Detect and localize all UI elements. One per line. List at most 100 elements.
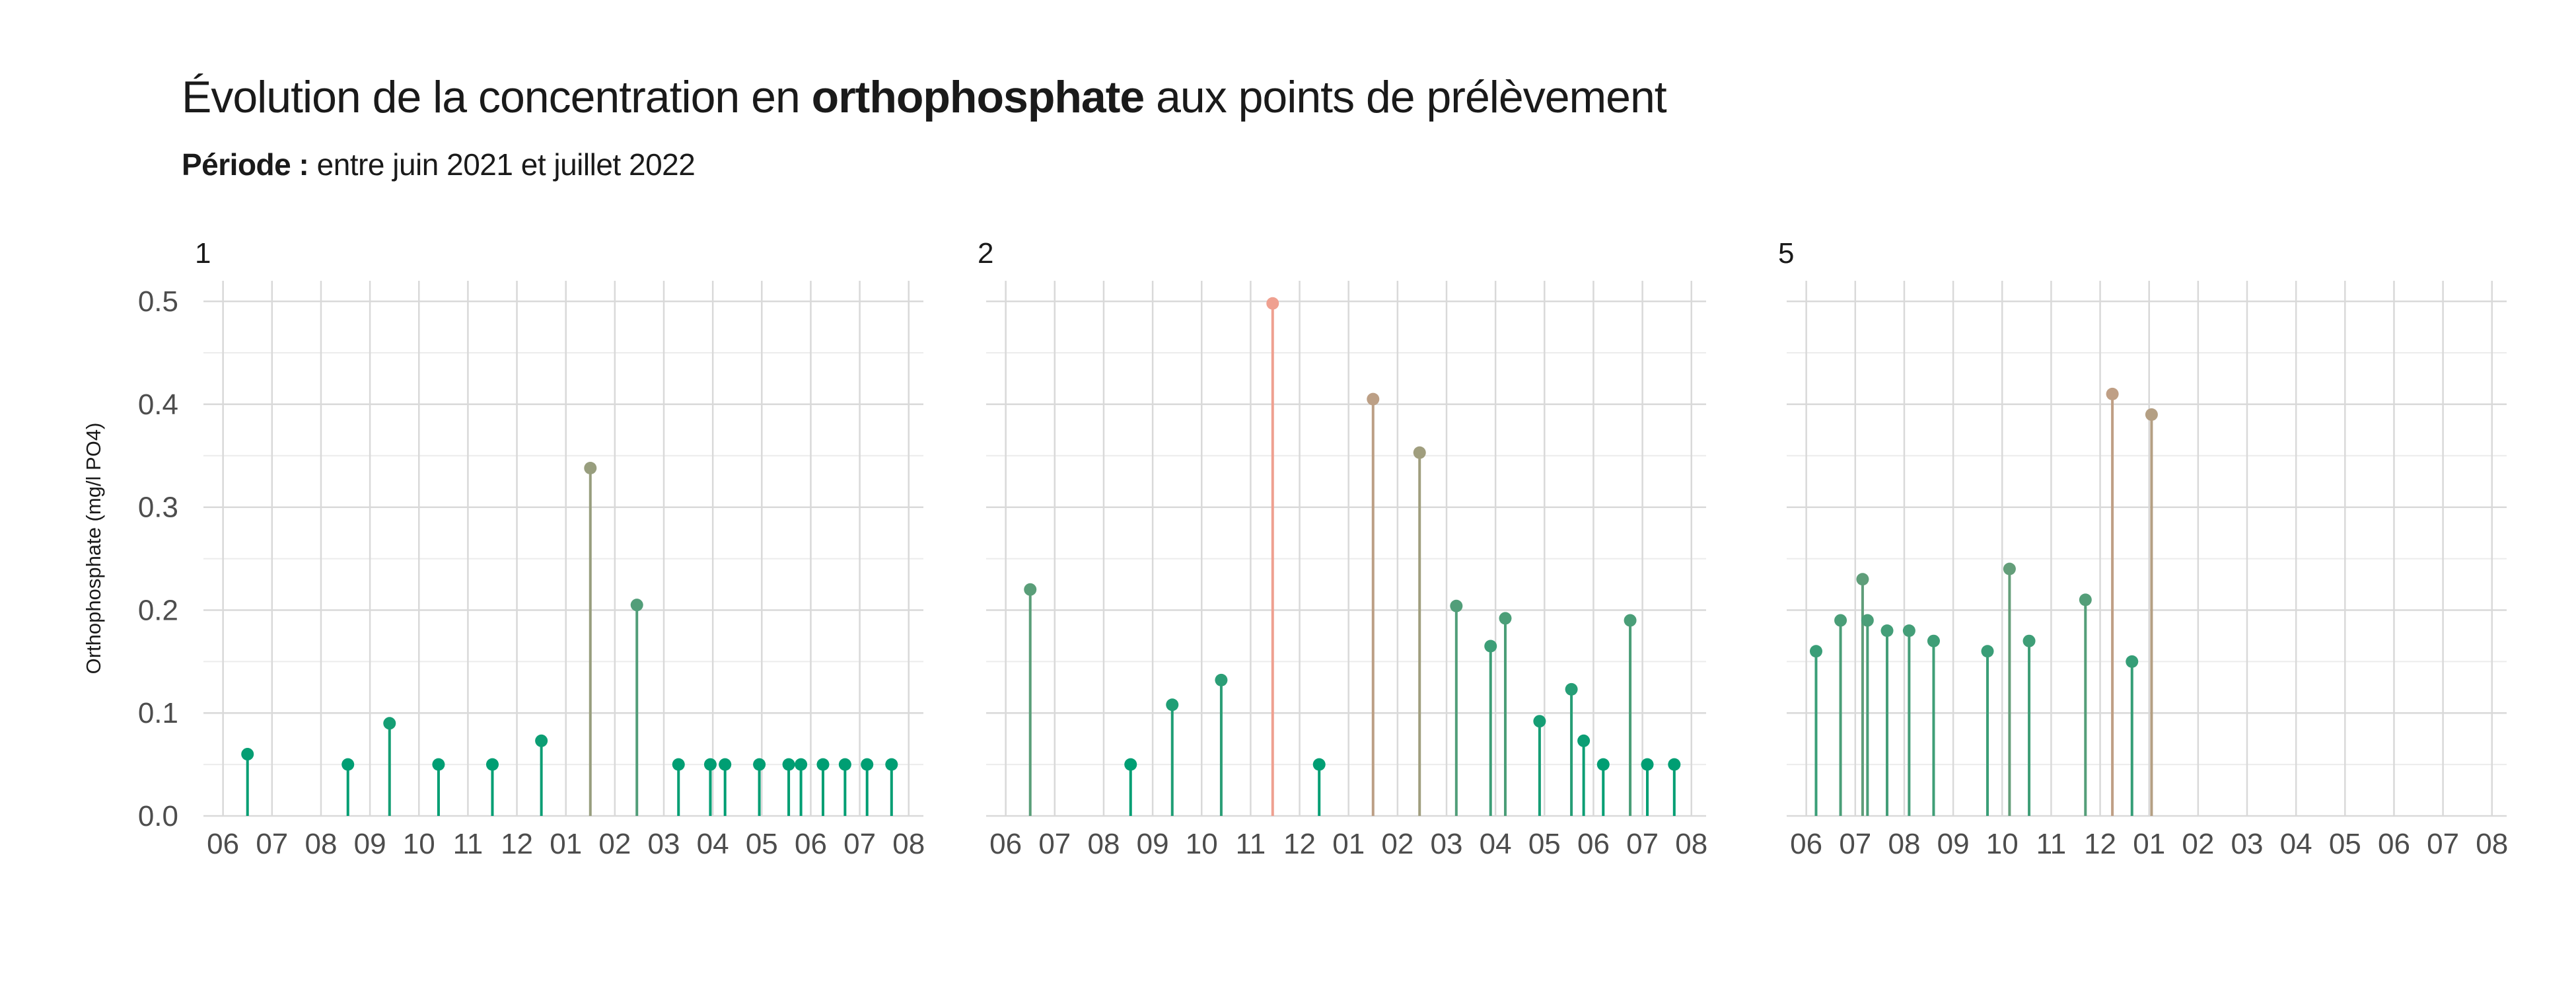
lollipop-point	[1861, 614, 1874, 627]
lollipop-point	[1810, 645, 1822, 657]
x-tick-label: 06	[1790, 828, 1822, 860]
lollipop-point	[783, 758, 795, 771]
lollipop-point	[1215, 674, 1227, 686]
x-tick-label: 04	[1480, 828, 1512, 860]
x-tick-label: 11	[1236, 828, 1266, 860]
x-tick-label: 07	[1038, 828, 1071, 860]
x-tick-label: 11	[453, 828, 483, 860]
lollipop-point	[1024, 583, 1036, 596]
lollipop-point	[341, 758, 354, 771]
x-tick-label: 08	[2476, 828, 2508, 860]
y-tick-label: 0.1	[138, 697, 178, 729]
lollipop-point	[584, 462, 596, 474]
x-tick-label: 09	[1937, 828, 1970, 860]
x-tick-label: 07	[1626, 828, 1659, 860]
x-tick-label: 06	[2378, 828, 2410, 860]
lollipop-point	[1927, 635, 1940, 647]
y-axis-title: Orthophosphate (mg/l PO4)	[82, 423, 105, 675]
lollipop-point	[1668, 758, 1680, 771]
lollipop-point	[1266, 297, 1279, 310]
lollipop-point	[535, 735, 548, 747]
facet-label: 2	[978, 237, 993, 270]
lollipop-point	[631, 599, 643, 611]
lollipop-point	[719, 758, 731, 771]
x-tick-label: 10	[1986, 828, 2019, 860]
lollipop-point	[1367, 393, 1379, 406]
lollipop-point	[1903, 624, 1915, 637]
lollipop-point	[1856, 573, 1869, 585]
x-tick-label: 08	[1888, 828, 1920, 860]
lollipop-point	[432, 758, 445, 771]
x-tick-label: 12	[2084, 828, 2116, 860]
lollipop-point	[1641, 758, 1654, 771]
x-tick-label: 02	[598, 828, 631, 860]
facet-panel-2: 2 06 07 08 09 10 11 12 01 02 03 04 05 06 07 08	[978, 237, 1707, 860]
x-tick-label: 08	[1087, 828, 1120, 860]
x-tick-label: 06	[989, 828, 1022, 860]
lollipop-point	[2145, 408, 2158, 421]
x-tick-label: 06	[207, 828, 239, 860]
lollipop-point	[816, 758, 829, 771]
lollipop-point	[1450, 600, 1462, 612]
x-tick-label: 09	[1137, 828, 1169, 860]
lollipop-point	[1533, 715, 1546, 727]
lollipop-point	[1881, 624, 1894, 637]
y-tick-label: 0.5	[138, 285, 178, 318]
x-tick-label: 11	[2036, 828, 2067, 860]
lollipop-point	[1313, 758, 1326, 771]
x-tick-label: 03	[1431, 828, 1463, 860]
facet-label: 1	[195, 237, 211, 270]
lollipop-point	[486, 758, 499, 771]
lollipop-point	[1124, 758, 1137, 771]
x-tick-label: 08	[892, 828, 925, 860]
y-tick-label: 0.2	[138, 594, 178, 626]
lollipop-point	[2079, 593, 2092, 606]
lollipop-point	[1413, 447, 1426, 459]
x-tick-label: 07	[1839, 828, 1871, 860]
lollipop-point	[383, 717, 396, 729]
facet-label: 5	[1778, 237, 1794, 270]
x-tick-label: 06	[1577, 828, 1610, 860]
lollipop-point	[672, 758, 685, 771]
lollipop-point	[2106, 388, 2119, 400]
x-tick-label: 05	[1528, 828, 1561, 860]
x-tick-label: 10	[403, 828, 435, 860]
x-tick-label: 05	[2329, 828, 2361, 860]
x-tick-label: 10	[1186, 828, 1218, 860]
x-tick-label: 04	[2280, 828, 2312, 860]
facet-panel-5: 5 06 07 08 09 10 11 12 01 02 03 04 05 06 07 08	[1778, 237, 2508, 860]
lollipop-point	[1166, 698, 1178, 711]
x-tick-label: 12	[501, 828, 533, 860]
lollipop-point	[885, 758, 898, 771]
x-tick-label: 02	[1381, 828, 1413, 860]
x-tick-label: 07	[2427, 828, 2459, 860]
y-tick-label: 0.0	[138, 800, 178, 832]
x-tick-label: 07	[843, 828, 876, 860]
x-tick-label: 04	[697, 828, 729, 860]
lollipop-point	[704, 758, 717, 771]
lollipop-point	[241, 748, 254, 760]
lollipop-point	[1484, 640, 1497, 652]
lollipop-point	[1499, 612, 1511, 624]
lollipop-point	[1577, 735, 1590, 747]
lollipop-point	[795, 758, 807, 771]
lollipop-point	[1597, 758, 1610, 771]
x-tick-label: 09	[354, 828, 386, 860]
x-tick-label: 07	[256, 828, 288, 860]
lollipop-point	[839, 758, 851, 771]
x-tick-label: 08	[304, 828, 337, 860]
x-tick-label: 01	[1332, 828, 1365, 860]
x-tick-label: 02	[2182, 828, 2214, 860]
lollipop-point	[1565, 683, 1578, 696]
lollipop-point	[2023, 635, 2036, 647]
x-tick-label: 01	[550, 828, 582, 860]
x-tick-label: 08	[1675, 828, 1707, 860]
lollipop-point	[861, 758, 873, 771]
lollipop-point	[1982, 645, 1994, 657]
x-tick-label: 03	[648, 828, 680, 860]
y-tick-label: 0.4	[138, 388, 178, 421]
lollipop-point	[1834, 614, 1847, 627]
lollipop-point	[2003, 563, 2016, 575]
lollipop-point	[2126, 655, 2138, 668]
